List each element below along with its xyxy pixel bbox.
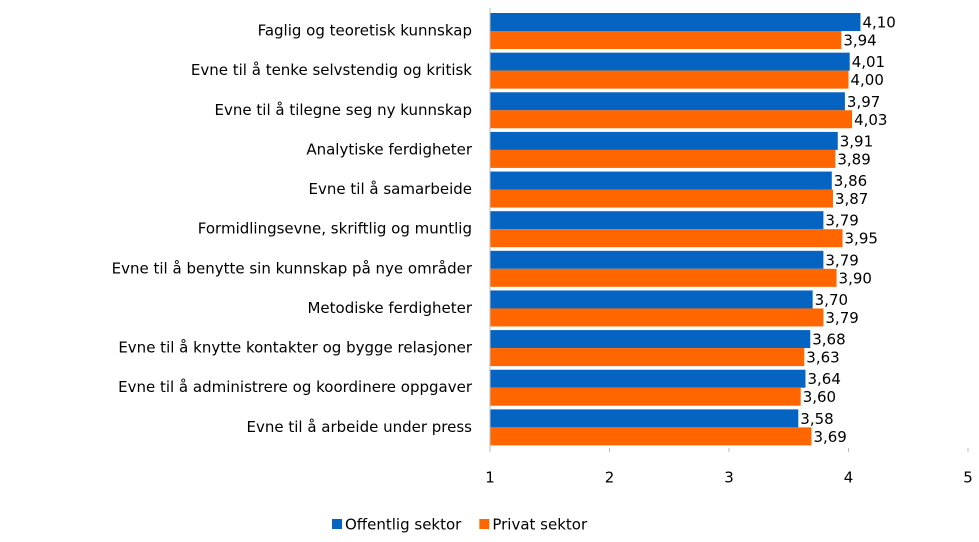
- bar: [490, 330, 811, 349]
- value-label: 3,87: [835, 190, 868, 208]
- value-label: 4,10: [862, 14, 895, 32]
- legend-swatch: [332, 519, 342, 529]
- bar: [490, 31, 842, 49]
- bar: [490, 149, 836, 168]
- bar: [490, 348, 805, 367]
- category-label: Evne til å knytte kontakter og bygge rel…: [118, 339, 472, 357]
- bar: [490, 13, 861, 31]
- bar: [490, 110, 853, 129]
- bar: [490, 131, 838, 150]
- bar: [490, 229, 843, 248]
- bar: [490, 171, 832, 190]
- bar: [490, 409, 799, 428]
- bar: [490, 427, 812, 446]
- legend-swatch: [479, 519, 490, 529]
- bar: [490, 290, 813, 309]
- value-label: 3,79: [825, 309, 858, 327]
- value-label: 3,94: [843, 32, 876, 50]
- value-label: 3,69: [813, 428, 846, 446]
- value-label: 3,79: [825, 251, 858, 269]
- value-label: 3,95: [845, 230, 878, 248]
- value-label: 4,00: [851, 71, 884, 89]
- x-tick-label: 2: [605, 469, 615, 487]
- value-label: 4,01: [852, 53, 885, 71]
- value-label: 3,79: [825, 212, 858, 230]
- value-label: 3,58: [800, 410, 833, 428]
- value-label: 3,90: [839, 269, 872, 287]
- bar: [490, 250, 824, 269]
- x-tick-label: 5: [963, 469, 973, 487]
- category-label: Evne til å arbeide under press: [246, 418, 472, 436]
- category-label: Faglig og teoretisk kunnskap: [258, 22, 472, 40]
- bar: [490, 70, 849, 89]
- bar: [490, 189, 833, 208]
- category-label: Evne til å administrere og koordinere op…: [118, 378, 473, 396]
- value-label: 3,68: [812, 331, 845, 349]
- bar: [490, 308, 824, 327]
- bar: [490, 52, 850, 71]
- category-label: Formidlingsevne, skriftlig og muntlig: [198, 220, 472, 238]
- category-label: Analytiske ferdigheter: [306, 140, 472, 158]
- x-tick-label: 3: [724, 469, 734, 487]
- value-label: 3,64: [807, 370, 840, 388]
- bar: [490, 268, 837, 287]
- value-label: 3,63: [806, 349, 839, 367]
- legend-label: Privat sektor: [492, 516, 588, 534]
- x-tick-label: 4: [844, 469, 854, 487]
- bar: [490, 92, 845, 111]
- bar: [490, 211, 824, 230]
- category-label: Metodiske ferdigheter: [307, 299, 472, 317]
- value-label: 4,03: [854, 111, 887, 129]
- category-label: Evne til å tenke selvstendig og kritisk: [191, 61, 472, 79]
- legend-label: Offentlig sektor: [345, 516, 462, 534]
- bar: [490, 387, 801, 406]
- bar: [490, 369, 806, 388]
- category-label: Evne til å samarbeide: [309, 180, 472, 198]
- value-label: 3,70: [815, 291, 848, 309]
- value-label: 3,97: [847, 93, 880, 111]
- value-label: 3,91: [840, 132, 873, 150]
- x-tick-label: 1: [485, 469, 495, 487]
- value-label: 3,89: [837, 150, 870, 168]
- category-label: Evne til å tilegne seg ny kunnskap: [215, 101, 472, 119]
- category-label: Evne til å benytte sin kunnskap på nye o…: [112, 259, 473, 277]
- value-label: 3,60: [803, 388, 836, 406]
- value-label: 3,86: [834, 172, 867, 190]
